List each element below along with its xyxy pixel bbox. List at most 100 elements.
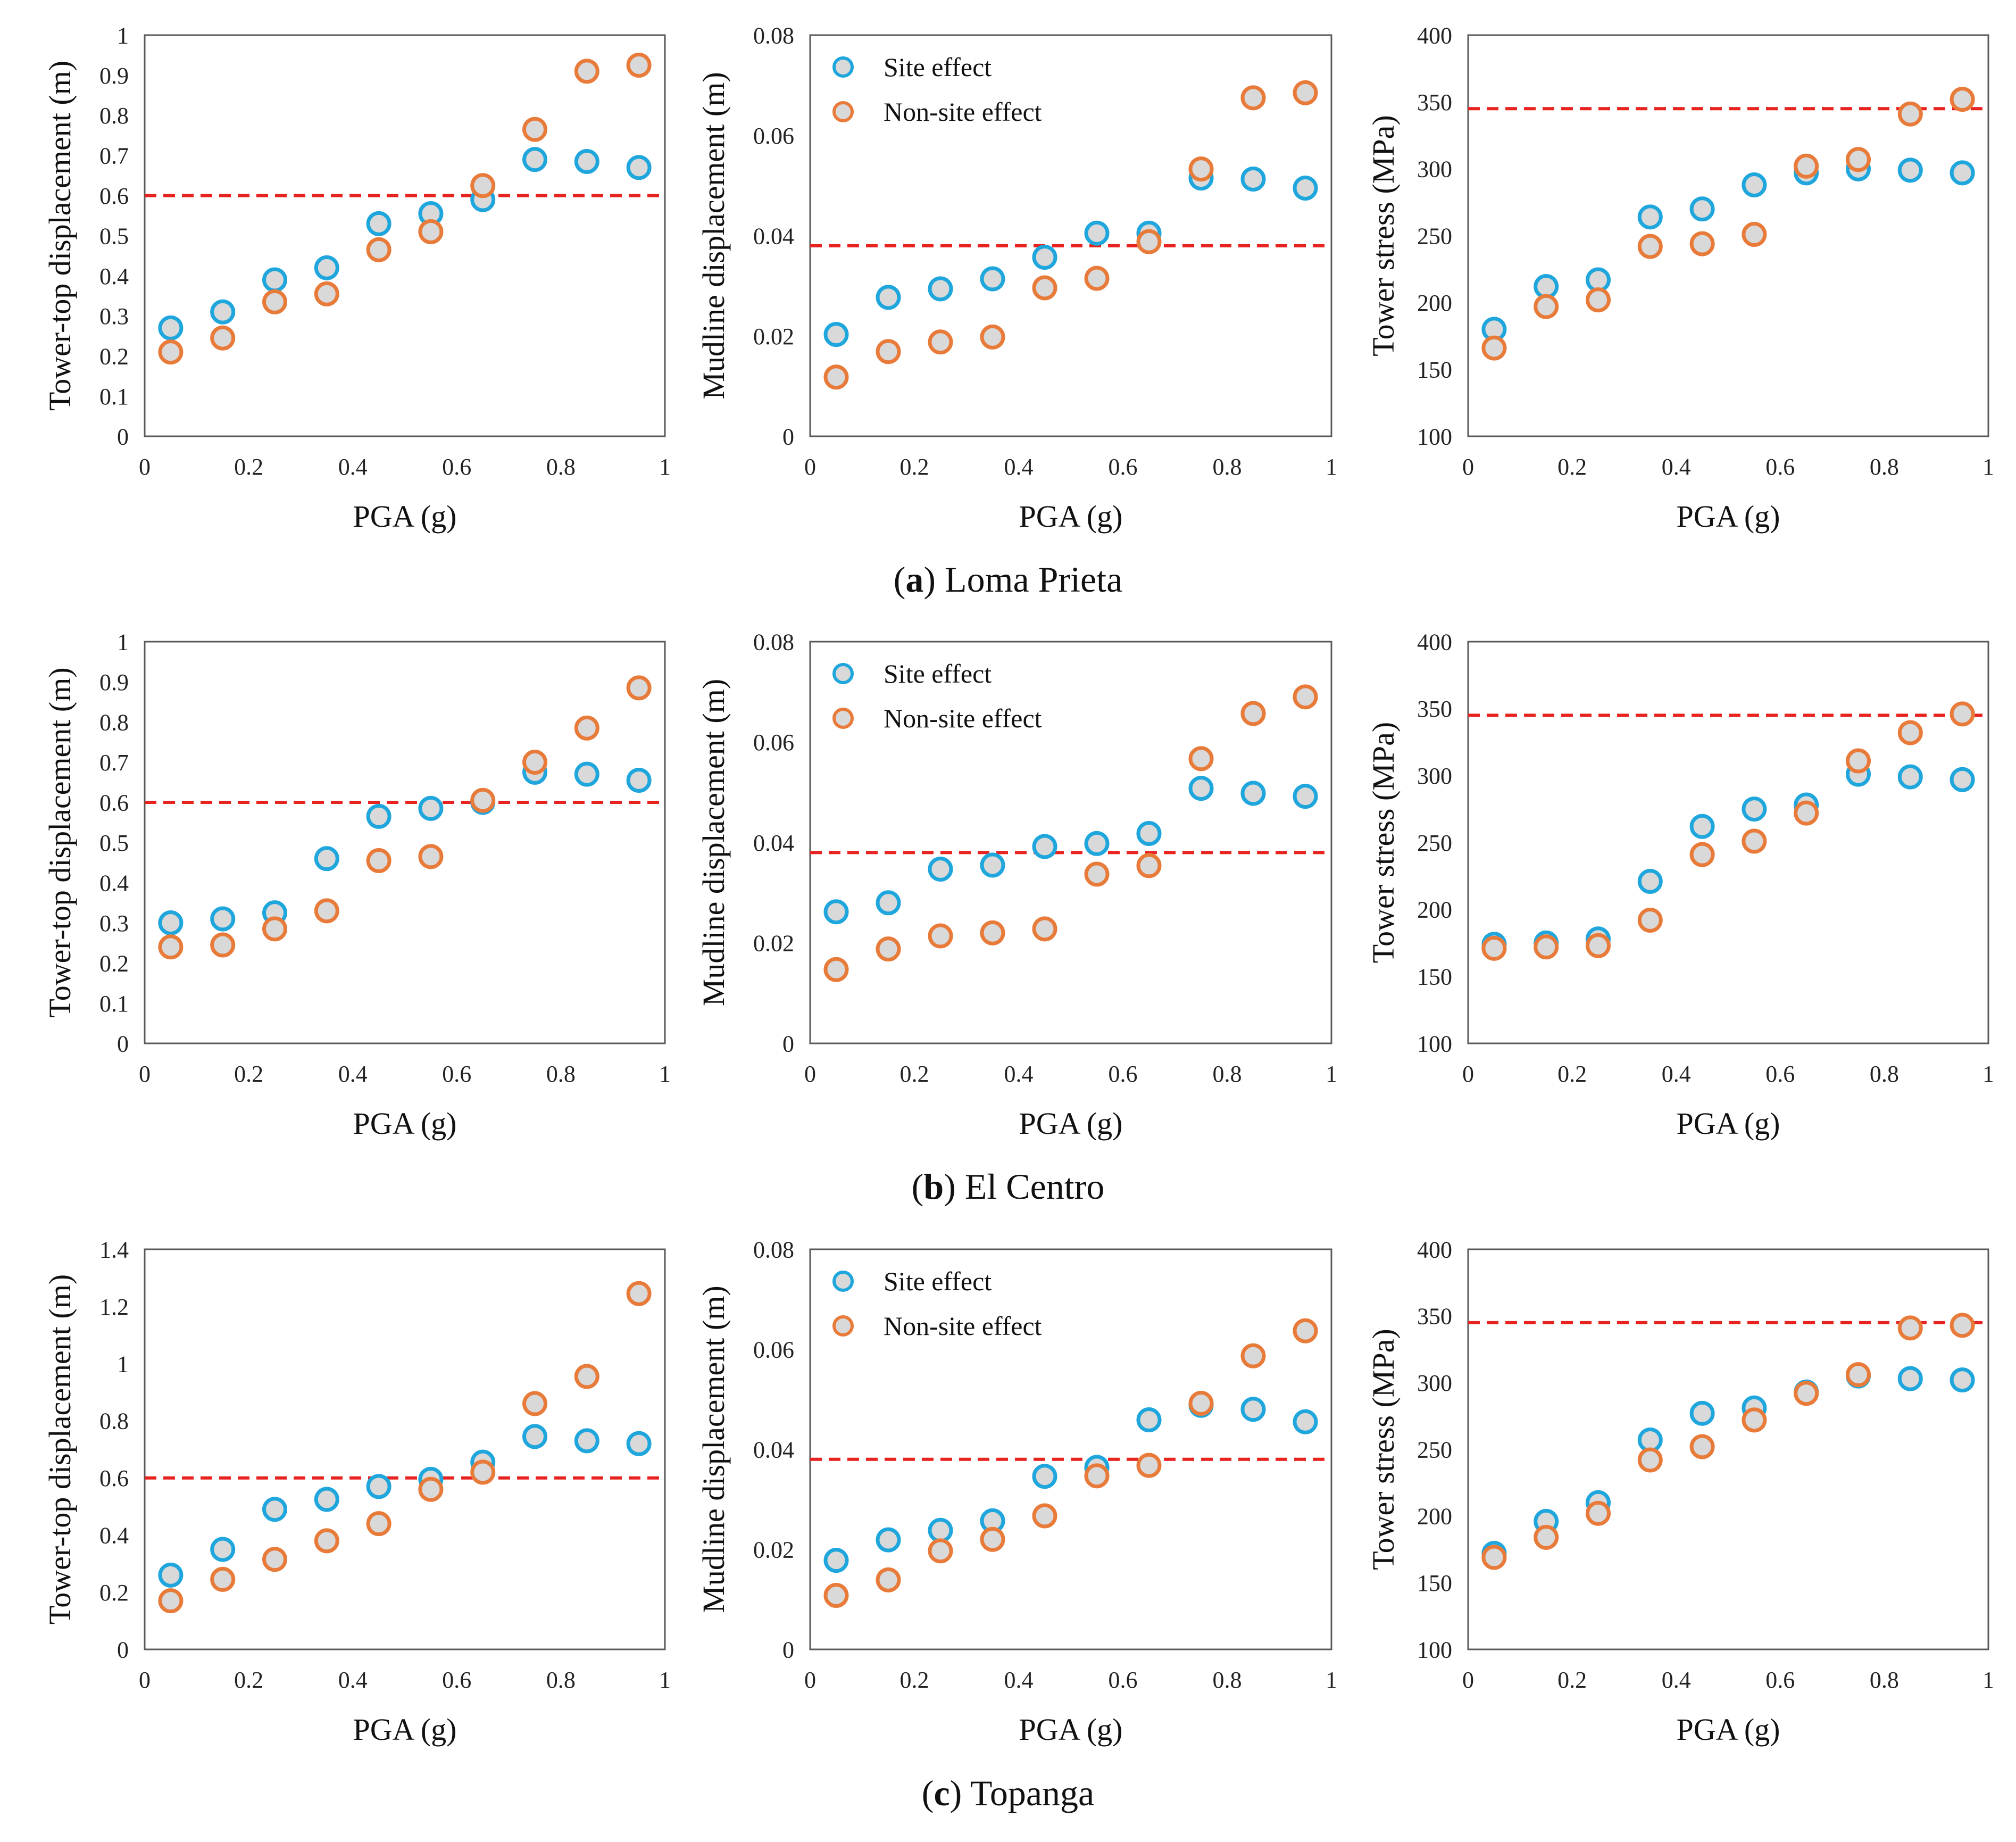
non-site-effect-point (418, 1476, 444, 1502)
non-site-effect-point (626, 1281, 652, 1306)
x-tick-label: 1 (1326, 1061, 1337, 1087)
x-tick-label: 0.2 (1557, 1667, 1587, 1693)
site-effect-point (1897, 157, 1923, 183)
site-effect-point (876, 285, 901, 310)
y-tick-label: 0.8 (99, 709, 129, 735)
non-site-effect-point (1897, 720, 1923, 745)
non-site-effect-point (1742, 828, 1767, 854)
site-effect-point (314, 1487, 339, 1512)
non-site-effect-point (262, 916, 287, 942)
y-tick-label: 0.06 (753, 729, 794, 756)
caption-letter: a (905, 559, 923, 600)
legend-site-marker (832, 663, 854, 684)
site-effect-point (626, 155, 652, 180)
non-site-effect-point (876, 1567, 901, 1592)
non-site-effect-point (980, 324, 1005, 350)
non-site-effect-point (1586, 1500, 1611, 1526)
non-site-effect-point (158, 339, 184, 365)
y-tick-label: 0.8 (99, 103, 129, 129)
y-axis-label: Tower stress (MPa) (1366, 115, 1401, 356)
legend-non-site-label: Non-site effect (884, 97, 1042, 127)
y-tick-label: 0 (782, 424, 794, 450)
x-tick-label: 0.2 (1557, 1061, 1587, 1087)
site-effect-point (876, 1527, 901, 1553)
site-effect-point (1637, 204, 1663, 230)
x-tick-label: 0.8 (1870, 1061, 1899, 1087)
y-tick-label: 200 (1417, 290, 1452, 316)
non-site-effect-point (210, 1566, 236, 1592)
y-tick-label: 0.02 (753, 1537, 794, 1563)
caption-paren-open: ( (894, 559, 906, 600)
chart-c-1: 0 0.2 0.4 0.6 0.8 1 0 0.2 0.4 0.6 0.8 1 1.2 1.4 PGA (g… (43, 1237, 671, 1747)
site-effect-point (1136, 821, 1162, 847)
chart-c-2: 0 0.2 0.4 0.6 0.8 1 0 0.02 0.04 0.06 0.08 PGA (g) Mu… (696, 1237, 1337, 1747)
non-site-effect-point (928, 923, 953, 949)
x-tick-label: 0.8 (546, 1667, 576, 1693)
y-tick-label: 0.08 (753, 629, 794, 655)
y-tick-label: 0.3 (99, 910, 129, 936)
legend-site-marker (832, 56, 854, 78)
y-tick-label: 0 (117, 1031, 129, 1057)
y-axis-label: Tower stress (MPa) (1366, 1329, 1401, 1570)
site-effect-point (1689, 196, 1715, 222)
non-site-effect-point (1293, 1318, 1318, 1343)
non-site-effect-point (1586, 933, 1611, 958)
legend-non-site-label: Non-site effect (884, 703, 1042, 733)
site-effect-point (1742, 172, 1767, 197)
x-tick-label: 0.6 (1109, 1667, 1138, 1693)
non-site-effect-point (1032, 1503, 1057, 1529)
y-tick-label: 0.2 (99, 950, 129, 976)
site-effect-point (1293, 784, 1318, 809)
site-effect-point (1742, 796, 1767, 822)
site-effect-point (1950, 1367, 1975, 1393)
site-effect-point (1950, 767, 1975, 792)
site-effect-point (262, 1497, 287, 1522)
site-effect-point (1240, 1397, 1266, 1422)
y-axis-label: Mudline displacement (m) (696, 679, 731, 1006)
site-effect-point (1586, 267, 1611, 293)
y-tick-label: 150 (1417, 1570, 1452, 1596)
x-tick-label: 0 (139, 454, 151, 480)
site-effect-point (1689, 814, 1715, 839)
non-site-effect-point (1846, 748, 1871, 774)
y-tick-label: 0.7 (99, 143, 129, 169)
non-site-effect-point (928, 329, 953, 355)
non-site-effect-point (1136, 1453, 1162, 1478)
site-effect-point (1897, 764, 1923, 790)
caption-a: (a) Loma Prieta (894, 559, 1123, 600)
y-tick-label: 350 (1417, 1304, 1452, 1330)
x-tick-label: 0 (804, 454, 816, 480)
non-site-effect-point (1188, 1391, 1214, 1416)
y-tick-label: 0.1 (99, 384, 129, 410)
y-tick-label: 0.06 (753, 123, 794, 149)
site-effect-point (928, 1517, 953, 1543)
site-effect-point (1188, 776, 1214, 801)
non-site-effect-point (1846, 147, 1871, 172)
non-site-effect-point (876, 936, 901, 962)
y-tick-label: 150 (1417, 357, 1452, 383)
y-tick-label: 0.6 (99, 1465, 129, 1491)
x-tick-label: 0.4 (1662, 1667, 1691, 1693)
chart-a-1: 0 0.2 0.4 0.6 0.8 1 0 0.1 0.2 0.3 0.4 0.5 0.6 0.7 0.8 0… (43, 22, 671, 534)
captions: (a) Loma Prieta(b) El Centro(c) Topanga (894, 559, 1123, 1813)
site-effect-point (262, 267, 287, 293)
x-tick-label: 0.8 (1870, 454, 1899, 480)
non-site-effect-point (418, 844, 444, 869)
site-effect-point (210, 1537, 236, 1562)
caption-title: Loma Prieta (936, 559, 1122, 600)
site-effect-point (928, 857, 953, 882)
x-tick-label: 0.6 (1765, 1667, 1795, 1693)
site-effect-point (1240, 166, 1266, 192)
non-site-effect-point (1846, 1362, 1871, 1388)
non-site-effect-point (366, 848, 391, 873)
x-tick-label: 0.8 (1213, 454, 1242, 480)
y-tick-label: 250 (1417, 1437, 1452, 1463)
non-site-effect-point (1240, 1343, 1266, 1368)
y-tick-label: 0.6 (99, 183, 129, 209)
site-effect-point (158, 910, 184, 935)
site-effect-point (1136, 1407, 1162, 1433)
plot-grid: 0 0.2 0.4 0.6 0.8 100.10.20.30.40.50.60.70.80… (43, 22, 1994, 1747)
site-effect-point (823, 1548, 849, 1573)
y-tick-label: 0.7 (99, 750, 129, 776)
x-tick-label: 0.8 (1213, 1061, 1242, 1087)
